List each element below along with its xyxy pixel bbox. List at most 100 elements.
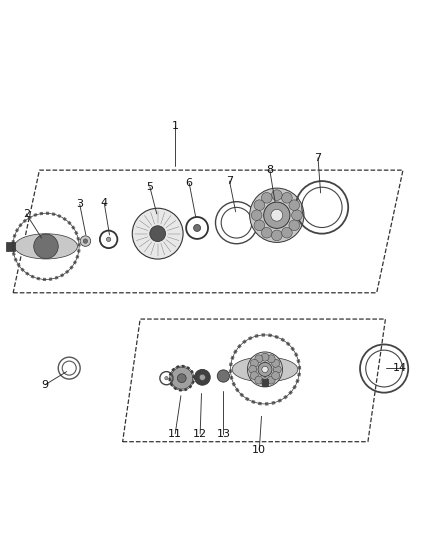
Text: 13: 13	[216, 429, 230, 439]
Wedge shape	[17, 263, 21, 267]
Text: 7: 7	[226, 176, 233, 186]
Wedge shape	[242, 340, 247, 344]
Wedge shape	[192, 375, 195, 378]
Wedge shape	[258, 402, 262, 406]
Circle shape	[254, 220, 265, 231]
Wedge shape	[229, 362, 233, 366]
Circle shape	[251, 210, 262, 221]
Circle shape	[83, 239, 88, 243]
Circle shape	[217, 370, 230, 382]
Wedge shape	[192, 381, 195, 384]
Wedge shape	[12, 252, 16, 256]
Wedge shape	[278, 398, 282, 403]
Circle shape	[261, 353, 269, 361]
Wedge shape	[77, 249, 81, 253]
Circle shape	[272, 372, 279, 379]
Text: 1: 1	[172, 122, 179, 131]
Wedge shape	[182, 365, 185, 368]
Circle shape	[272, 230, 282, 241]
Wedge shape	[14, 258, 18, 262]
Wedge shape	[235, 387, 240, 392]
Circle shape	[171, 367, 193, 389]
Wedge shape	[179, 389, 182, 392]
Wedge shape	[49, 277, 53, 281]
Wedge shape	[75, 255, 79, 259]
Circle shape	[199, 374, 205, 381]
Wedge shape	[15, 228, 19, 232]
Wedge shape	[230, 376, 233, 380]
Text: 4: 4	[101, 198, 108, 208]
Wedge shape	[286, 342, 290, 346]
Wedge shape	[11, 240, 15, 244]
Wedge shape	[298, 366, 301, 369]
Wedge shape	[39, 212, 43, 215]
Circle shape	[261, 228, 272, 238]
Circle shape	[258, 362, 272, 376]
Text: 9: 9	[42, 379, 49, 390]
Circle shape	[282, 192, 292, 203]
Wedge shape	[280, 337, 285, 342]
Wedge shape	[297, 373, 301, 376]
Wedge shape	[268, 334, 272, 337]
Text: 3: 3	[76, 199, 83, 209]
Circle shape	[264, 202, 290, 229]
Text: 5: 5	[146, 182, 153, 192]
Wedge shape	[28, 215, 32, 220]
Text: 7: 7	[314, 153, 321, 163]
Wedge shape	[290, 346, 295, 351]
Wedge shape	[254, 334, 258, 338]
Circle shape	[250, 188, 304, 243]
Wedge shape	[13, 234, 17, 238]
Circle shape	[34, 234, 58, 259]
Wedge shape	[189, 385, 192, 389]
Circle shape	[249, 366, 257, 374]
Wedge shape	[288, 390, 293, 395]
Circle shape	[272, 359, 279, 367]
Wedge shape	[23, 219, 27, 223]
Circle shape	[247, 352, 283, 387]
Circle shape	[106, 237, 111, 241]
Wedge shape	[33, 213, 37, 217]
Wedge shape	[283, 395, 288, 399]
Wedge shape	[169, 373, 172, 376]
Wedge shape	[20, 268, 25, 272]
Wedge shape	[52, 212, 56, 216]
Wedge shape	[251, 400, 255, 404]
Wedge shape	[292, 385, 297, 390]
Wedge shape	[294, 352, 298, 357]
Text: 11: 11	[168, 429, 182, 439]
Circle shape	[251, 359, 258, 367]
Wedge shape	[176, 365, 179, 368]
Wedge shape	[295, 379, 300, 383]
Wedge shape	[63, 217, 67, 221]
Wedge shape	[65, 270, 69, 274]
Text: 6: 6	[186, 178, 193, 188]
Text: 14: 14	[392, 363, 406, 373]
Wedge shape	[191, 370, 194, 374]
Circle shape	[132, 208, 183, 259]
Text: 8: 8	[266, 165, 273, 175]
Circle shape	[271, 209, 283, 221]
Wedge shape	[233, 349, 238, 354]
Circle shape	[254, 359, 276, 381]
Ellipse shape	[14, 234, 78, 259]
Wedge shape	[11, 246, 14, 249]
Circle shape	[289, 220, 300, 231]
Wedge shape	[275, 335, 279, 339]
Circle shape	[272, 190, 282, 200]
Bar	[262, 379, 268, 386]
Wedge shape	[76, 237, 80, 240]
Circle shape	[292, 210, 302, 221]
Wedge shape	[240, 393, 244, 398]
Circle shape	[194, 369, 210, 385]
Circle shape	[194, 224, 201, 231]
Wedge shape	[46, 212, 49, 215]
Wedge shape	[69, 265, 74, 270]
Wedge shape	[171, 368, 175, 372]
Circle shape	[267, 355, 275, 363]
Wedge shape	[184, 388, 187, 391]
Wedge shape	[168, 378, 171, 381]
Circle shape	[261, 378, 269, 386]
Wedge shape	[18, 223, 23, 228]
Wedge shape	[232, 382, 236, 386]
